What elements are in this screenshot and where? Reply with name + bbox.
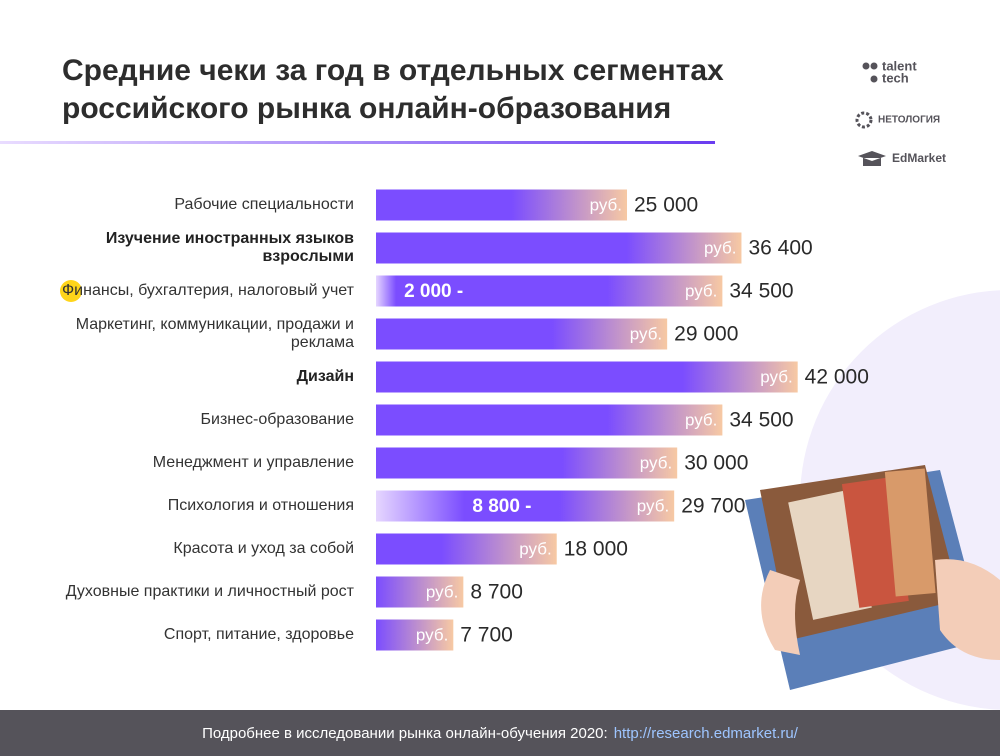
unit-label: руб. — [685, 281, 717, 300]
hand — [761, 570, 800, 655]
category-label: Изучение иностранных языков взрослыми — [105, 230, 354, 265]
logo-dot — [870, 75, 878, 83]
bar — [376, 533, 557, 565]
bar — [376, 576, 464, 608]
bar — [376, 318, 668, 350]
value-label: 7 700 — [460, 624, 513, 647]
unit-label: руб. — [630, 324, 662, 343]
category-label: Дизайн — [296, 368, 354, 385]
value-label: 25 000 — [634, 194, 698, 217]
logo-mark — [855, 111, 873, 129]
brand: tech — [882, 70, 909, 85]
title-rule — [0, 141, 715, 144]
category-label: Красота и уход за собой — [173, 540, 354, 557]
bar — [376, 232, 742, 264]
category-label: Психология и отношения — [167, 497, 354, 514]
title: Средние чеки за год в отдельных сегмента… — [62, 54, 724, 125]
banknote — [884, 468, 936, 597]
wallet-illustration — [745, 465, 1000, 690]
footer-link[interactable]: http://research.edmarket.ru/ — [613, 724, 798, 742]
value-label: 30 000 — [684, 452, 748, 475]
logo-mark — [858, 151, 886, 166]
unit-label: руб. — [640, 453, 672, 472]
unit-label: руб. — [704, 238, 736, 257]
bar — [376, 275, 723, 307]
bar — [376, 189, 627, 221]
bar — [376, 619, 454, 651]
category-label: Спорт, питание, здоровье — [163, 626, 354, 643]
logo-dot — [870, 62, 878, 70]
brand: talent — [882, 58, 917, 73]
category-label: Финансы, бухгалтерия, налоговый учет — [62, 282, 354, 299]
value-label: 36 400 — [748, 237, 812, 260]
value-label: 29 700 — [681, 495, 745, 518]
category-label: Рабочие специальности — [174, 196, 354, 213]
unit-label: руб. — [426, 582, 458, 601]
value-label: 29 000 — [674, 323, 738, 346]
decor-dot — [60, 280, 82, 302]
unit-label: руб. — [416, 625, 448, 644]
category-label: Духовные практики и личностный рост — [65, 583, 354, 600]
bar — [376, 447, 678, 479]
range-low-bar — [376, 275, 397, 307]
value-label: 8 700 — [470, 581, 523, 604]
footer: Подробнее в исследовании рынка онлайн-об… — [0, 710, 1000, 756]
category-label: Маркетинг, коммуникации, продажи и рекла… — [75, 316, 354, 351]
value-label: 42 000 — [805, 366, 869, 389]
value-label: 34 500 — [729, 280, 793, 303]
value-label: 34 500 — [729, 409, 793, 432]
hand — [935, 559, 1000, 660]
logo-dot — [862, 62, 870, 70]
unit-label: руб. — [590, 195, 622, 214]
unit-label: руб. — [685, 410, 717, 429]
logos: talent tech НЕТОЛОГИЯ EdMarket — [855, 58, 946, 166]
range-low-label: 2 000 - — [404, 281, 463, 302]
range-low-label: 8 800 - — [472, 496, 531, 517]
unit-label: руб. — [760, 367, 792, 386]
value-label: 18 000 — [564, 538, 628, 561]
range-low-bar — [376, 490, 465, 522]
unit-label: руб. — [637, 496, 669, 515]
bar — [376, 361, 798, 393]
category-label: Менеджмент и управление — [152, 454, 354, 471]
brand: EdMarket — [892, 151, 946, 165]
bar — [376, 404, 723, 436]
brand: НЕТОЛОГИЯ — [878, 115, 940, 126]
unit-label: руб. — [519, 539, 551, 558]
category-label: Бизнес-образование — [200, 411, 354, 428]
footer-text: Подробнее в исследовании рынка онлайн-об… — [202, 724, 608, 742]
